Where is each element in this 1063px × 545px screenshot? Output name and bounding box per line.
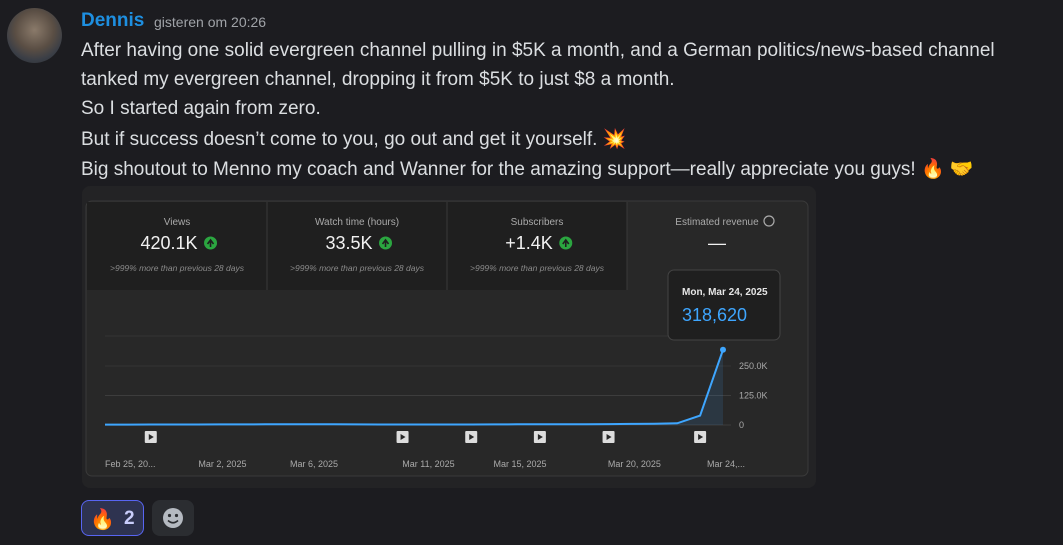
video-marker-play <box>148 434 154 440</box>
stat-value: 33.5K <box>325 233 372 253</box>
message-line: After having one solid evergreen channel… <box>81 40 995 61</box>
up-arrow <box>562 238 570 247</box>
video-marker-play <box>469 434 475 440</box>
x-tick-label: Mar 20, 2025 <box>608 459 661 469</box>
up-arrow <box>381 238 390 247</box>
message-line: But if success doesn’t come to you, go o… <box>81 129 627 150</box>
video-marker-play <box>400 434 406 440</box>
add-reaction-icon <box>163 508 183 528</box>
message-line: Big shoutout to Menno my coach and Wanne… <box>81 159 974 180</box>
tooltip-value: 318,620 <box>682 305 747 325</box>
tooltip-date: Mon, Mar 24, 2025 <box>682 287 768 298</box>
stat-note: >999% more than previous 28 days <box>470 263 605 273</box>
stat-label: Watch time (hours) <box>315 217 399 228</box>
x-tick-label: Mar 2, 2025 <box>198 459 246 469</box>
y-tick-label: 0 <box>739 420 744 430</box>
reaction-count: 2 <box>124 508 135 529</box>
stat-note: >999% more than previous 28 days <box>110 263 245 273</box>
message-line: tanked my evergreen channel, dropping it… <box>81 69 675 90</box>
timestamp: gisteren om 20:26 <box>154 14 267 30</box>
video-marker <box>144 431 157 443</box>
stat-label: Subscribers <box>511 217 564 228</box>
stat-label: Views <box>164 217 191 228</box>
line <box>105 349 724 426</box>
up-arrow <box>206 238 215 247</box>
stat-label: Estimated revenue <box>675 217 759 228</box>
reaction[interactable]: 🔥 2 <box>81 500 144 536</box>
video-marker <box>465 431 478 443</box>
tooltip <box>667 269 781 341</box>
x-tick-label: Mar 6, 2025 <box>290 459 338 469</box>
video-marker <box>533 431 546 443</box>
y-tick-label: 250.0K <box>739 361 768 371</box>
y-tick-label: 125.0K <box>739 391 768 401</box>
video-marker <box>396 431 409 443</box>
video-marker-play <box>606 434 612 440</box>
x-tick-label: Mar 15, 2025 <box>493 459 546 469</box>
add-reaction[interactable] <box>152 500 194 536</box>
stat-value: 420.1K <box>140 233 197 253</box>
video-marker <box>602 431 615 443</box>
video-marker-play <box>698 434 704 440</box>
video-marker-play <box>537 434 543 440</box>
x-tick-label: Feb 25, 20... <box>105 459 156 469</box>
video-marker <box>694 431 707 443</box>
cards-bg <box>87 202 627 290</box>
author[interactable]: Dennis <box>81 10 145 31</box>
hover-point <box>720 346 726 353</box>
stat-note: >999% more than previous 28 days <box>290 263 425 273</box>
avatar[interactable] <box>7 8 62 63</box>
x-tick-label: Mar 11, 2025 <box>402 459 454 469</box>
stat-value: — <box>708 233 726 253</box>
stat-value: +1.4K <box>505 233 553 253</box>
message-line: So I started again from zero. <box>81 98 321 119</box>
x-tick-label: Mar 24,... <box>707 459 745 469</box>
info-icon <box>763 215 775 227</box>
embed-image[interactable]: Views 420.1K >999% more than previous 28 d… <box>82 186 816 488</box>
reaction-emoji: 🔥 <box>90 509 115 531</box>
